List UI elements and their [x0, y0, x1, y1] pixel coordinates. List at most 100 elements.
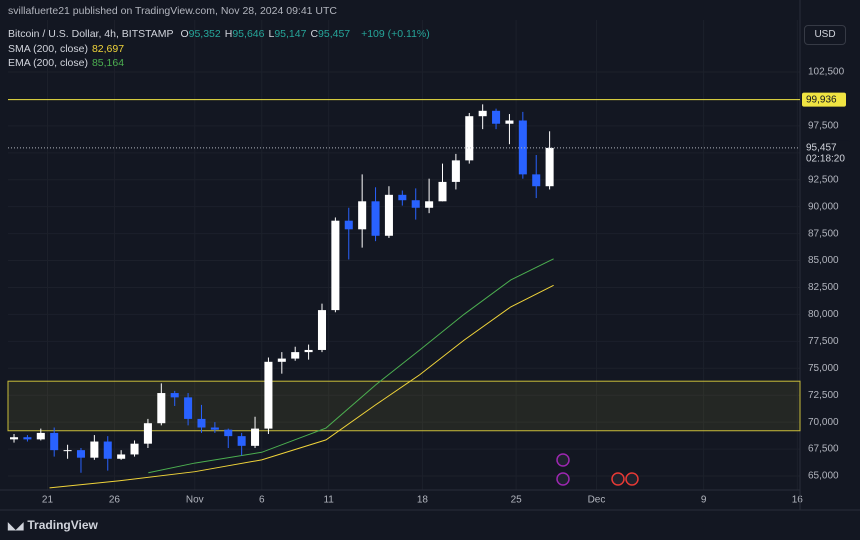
candle-body — [384, 194, 393, 236]
candle-body — [157, 393, 166, 424]
legend-value: 85,164 — [91, 57, 125, 69]
ohlc-value: 95,457 — [318, 28, 351, 40]
candle-body — [103, 441, 112, 459]
y-tick-label: 92,500 — [808, 174, 839, 185]
candle-body — [90, 441, 99, 458]
y-tick-label: 75,000 — [808, 363, 839, 374]
candle-body — [23, 437, 32, 440]
candle-body — [411, 200, 420, 208]
support-zone — [7, 380, 801, 432]
candle-body — [478, 110, 487, 117]
candle-body — [184, 397, 193, 419]
currency-button[interactable]: USD — [804, 25, 846, 45]
countdown-label: 02:18:20 — [806, 154, 845, 165]
candle-body — [210, 427, 219, 430]
legend-entry: SMA (200, close) 82,697 — [8, 43, 128, 55]
ohlc-key: L — [268, 28, 275, 40]
ohlc: O95,352 H95,646 L95,147 C95,457 — [180, 28, 354, 40]
candle-body — [170, 393, 179, 398]
indicator-line — [148, 258, 554, 474]
symbol-line: Bitcoin / U.S. Dollar, 4h, BITSTAMP O95,… — [8, 28, 434, 40]
x-tick-label: Nov — [186, 495, 204, 506]
candle-body — [492, 110, 501, 124]
legend-entry: EMA (200, close) 85,164 — [8, 57, 128, 69]
ohlc-value: 95,646 — [232, 28, 265, 40]
y-tick-label: 97,500 — [808, 121, 839, 132]
legend-name: EMA (200, close) — [8, 57, 88, 69]
last-price-tag — [802, 140, 850, 167]
candle-body — [465, 116, 474, 161]
y-tick-label: 65,000 — [808, 471, 839, 482]
brand-logo: ◣◢ — [8, 521, 24, 532]
candle-body — [10, 437, 19, 440]
candle-body — [117, 454, 126, 459]
y-tick-label: 87,500 — [808, 228, 839, 239]
candle-body — [197, 418, 206, 428]
brand: ◣◢ TradingView — [8, 518, 98, 532]
y-tick-label: 72,500 — [808, 390, 839, 401]
candle-body — [76, 450, 85, 458]
x-tick-label: 11 — [323, 495, 334, 506]
y-tick-label: 70,000 — [808, 417, 839, 428]
legend-name: SMA (200, close) — [8, 43, 88, 55]
level-label: 99,936 — [806, 94, 837, 105]
event-icon — [556, 453, 570, 467]
ohlc-key: O — [180, 28, 189, 40]
y-tick-label: 90,000 — [808, 201, 839, 212]
y-tick-label: 85,000 — [808, 255, 839, 266]
event-icon — [625, 472, 639, 486]
candle-body — [237, 436, 246, 446]
y-tick-label: 77,500 — [808, 336, 839, 347]
candle-body — [425, 201, 434, 208]
level-tag — [802, 92, 846, 107]
indicator-line — [49, 284, 554, 489]
y-tick-label: 82,500 — [808, 282, 839, 293]
candle-body — [130, 443, 139, 455]
ohlc-key: H — [224, 28, 233, 40]
y-tick-label: 67,500 — [808, 444, 839, 455]
event-icon — [556, 472, 570, 486]
candle-body — [518, 120, 527, 175]
x-tick-label: 16 — [792, 495, 804, 506]
candle-body — [331, 220, 340, 311]
x-tick-label: 6 — [259, 495, 265, 506]
candle-body — [317, 310, 327, 350]
candle-body — [291, 352, 300, 359]
candle-body — [143, 423, 152, 444]
x-tick-label: 26 — [109, 495, 121, 506]
x-tick-label: 25 — [511, 495, 523, 506]
ohlc-key: C — [310, 28, 319, 40]
candle-body — [36, 432, 45, 440]
y-tick-label: 102,500 — [808, 67, 845, 78]
candle-body — [451, 160, 460, 182]
last-price-label: 95,457 — [806, 143, 837, 154]
candle-body — [398, 194, 407, 201]
legend-value: 82,697 — [91, 43, 125, 55]
candle-body — [532, 174, 541, 187]
ohlc-value: 95,147 — [274, 28, 307, 40]
ohlc-value: 95,352 — [188, 28, 221, 40]
publisher-line: svillafuerte21 published on TradingView.… — [8, 5, 338, 17]
x-tick-label: Dec — [588, 495, 606, 506]
candle-body — [264, 361, 273, 429]
x-tick-label: 9 — [701, 495, 707, 506]
y-tick-label: 80,000 — [808, 309, 839, 320]
brand-name: TradingView — [27, 518, 98, 532]
candle-body — [545, 147, 554, 187]
candle-body — [63, 450, 72, 452]
candle-body — [224, 429, 233, 437]
x-tick-label: 21 — [42, 495, 54, 506]
candle-body — [438, 181, 447, 202]
candle-body — [304, 349, 313, 353]
candle-body — [251, 428, 260, 446]
symbol: Bitcoin / U.S. Dollar, 4h, BITSTAMP — [8, 28, 174, 40]
change: +109 (+0.11%) — [361, 28, 430, 40]
candle-body — [344, 220, 353, 230]
candle-body — [50, 432, 59, 451]
grid — [8, 20, 800, 490]
indicator-legend: SMA (200, close) 82,697 EMA (200, close) 85… — [8, 43, 128, 71]
event-icon — [611, 472, 625, 486]
